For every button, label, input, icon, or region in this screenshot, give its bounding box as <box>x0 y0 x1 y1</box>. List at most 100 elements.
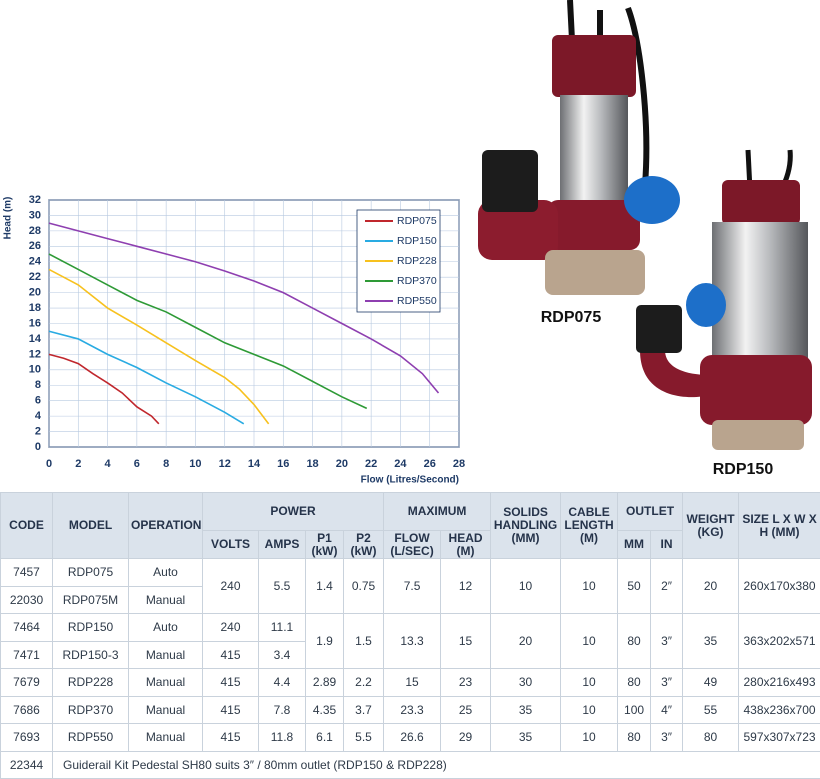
x-tick-label: 6 <box>134 458 140 470</box>
legend-label: RDP370 <box>397 275 437 287</box>
table-cell: 415 <box>203 669 259 697</box>
y-tick-label: 20 <box>29 287 41 299</box>
y-tick-label: 32 <box>29 194 41 206</box>
column-header: WEIGHT (KG) <box>683 493 739 559</box>
x-tick-label: 16 <box>277 458 289 470</box>
table-cell: 3″ <box>651 669 683 697</box>
table-cell: 2.2 <box>344 669 384 697</box>
x-axis-label: Flow (Litres/Second) <box>361 475 459 486</box>
legend-label: RDP228 <box>397 255 437 267</box>
table-cell: 80 <box>618 724 651 752</box>
column-subheader: P2 (kW) <box>344 531 384 559</box>
table-cell: 55 <box>683 696 739 724</box>
table-cell: 7471 <box>1 641 53 669</box>
table-cell: Manual <box>129 696 203 724</box>
table-cell: RDP075 <box>53 559 129 587</box>
y-tick-label: 30 <box>29 209 41 221</box>
table-cell: 13.3 <box>384 614 441 669</box>
table-cell: 80 <box>618 614 651 669</box>
table-cell: 2.89 <box>306 669 344 697</box>
table-cell: 438x236x700 <box>739 696 820 724</box>
y-tick-label: 28 <box>29 225 41 237</box>
table-cell: 415 <box>203 696 259 724</box>
table-cell: 597x307x723 <box>739 724 820 752</box>
x-tick-label: 8 <box>163 458 169 470</box>
column-header: SIZE L X W X H (MM) <box>739 493 820 559</box>
table-cell: 3.4 <box>259 641 306 669</box>
table-cell: 80 <box>618 669 651 697</box>
table-cell: 10 <box>561 696 618 724</box>
column-header: POWER <box>203 493 384 531</box>
y-tick-label: 22 <box>29 271 41 283</box>
column-subheader: HEAD (M) <box>441 531 491 559</box>
table-cell: 20 <box>491 614 561 669</box>
column-header: CODE <box>1 493 53 559</box>
y-tick-label: 18 <box>29 302 41 314</box>
table-cell: 25 <box>441 696 491 724</box>
x-tick-label: 10 <box>189 458 201 470</box>
x-tick-label: 22 <box>365 458 377 470</box>
column-subheader: FLOW (L/SEC) <box>384 531 441 559</box>
column-header: SOLIDS HANDLING (MM) <box>491 493 561 559</box>
column-subheader: P1 (kW) <box>306 531 344 559</box>
x-tick-label: 24 <box>394 458 407 470</box>
y-tick-label: 14 <box>29 333 42 345</box>
y-tick-label: 16 <box>29 317 41 329</box>
table-cell: RDP550 <box>53 724 129 752</box>
table-cell: 363x202x571 <box>739 614 820 669</box>
column-header: CABLE LENGTH (M) <box>561 493 618 559</box>
table-cell: 280x216x493 <box>739 669 820 697</box>
product-label: RDP075 <box>541 309 602 326</box>
table-cell: 10 <box>491 559 561 614</box>
table-cell: RDP150 <box>53 614 129 642</box>
x-tick-label: 20 <box>336 458 348 470</box>
table-cell: 15 <box>441 614 491 669</box>
column-subheader: VOLTS <box>203 531 259 559</box>
column-header: OUTLET <box>618 493 683 531</box>
table-cell: 23 <box>441 669 491 697</box>
x-tick-label: 28 <box>453 458 465 470</box>
y-tick-label: 0 <box>35 441 41 453</box>
table-cell: 10 <box>561 614 618 669</box>
table-cell: 10 <box>561 669 618 697</box>
table-cell: 0.75 <box>344 559 384 614</box>
column-header: MAXIMUM <box>384 493 491 531</box>
table-cell: 1.5 <box>344 614 384 669</box>
table-cell: 5.5 <box>259 559 306 614</box>
column-subheader: IN <box>651 531 683 559</box>
table-cell: 49 <box>683 669 739 697</box>
table-cell: RDP370 <box>53 696 129 724</box>
table-cell: 3″ <box>651 724 683 752</box>
table-cell: RDP228 <box>53 669 129 697</box>
table-cell: RDP150-3 <box>53 641 129 669</box>
table-cell: Manual <box>129 669 203 697</box>
table-cell: 4.4 <box>259 669 306 697</box>
table-cell: Manual <box>129 641 203 669</box>
table-cell: 100 <box>618 696 651 724</box>
column-subheader: AMPS <box>259 531 306 559</box>
x-tick-label: 4 <box>105 458 112 470</box>
table-cell: 35 <box>683 614 739 669</box>
product-label: RDP150 <box>713 461 774 478</box>
column-subheader: MM <box>618 531 651 559</box>
table-cell: 7.8 <box>259 696 306 724</box>
table-cell: 22344 <box>1 751 53 779</box>
table-cell: 7693 <box>1 724 53 752</box>
table-cell: 7457 <box>1 559 53 587</box>
table-cell: 11.8 <box>259 724 306 752</box>
table-cell: 20 <box>683 559 739 614</box>
column-header: MODEL <box>53 493 129 559</box>
table-cell: 240 <box>203 559 259 614</box>
y-tick-label: 10 <box>29 364 41 376</box>
series-line <box>49 354 159 423</box>
table-cell: Guiderail Kit Pedestal SH80 suits 3″ / 8… <box>53 751 820 779</box>
legend-label: RDP150 <box>397 235 437 247</box>
